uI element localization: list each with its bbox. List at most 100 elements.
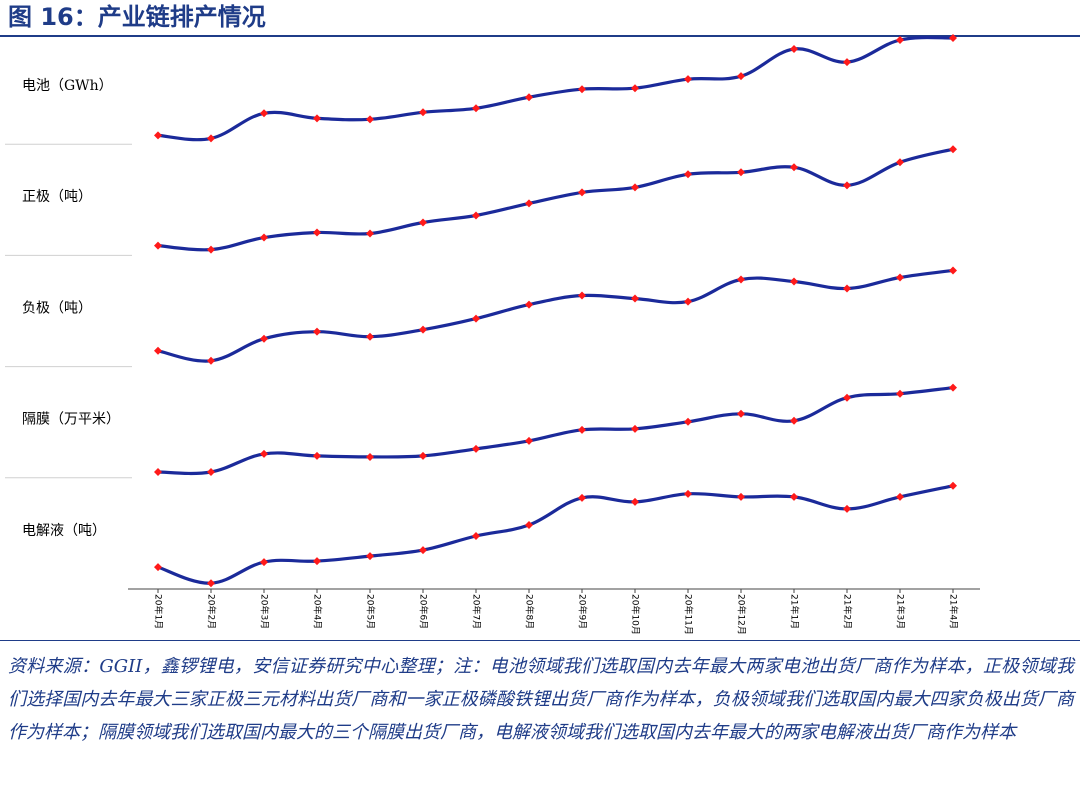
data-point bbox=[366, 229, 374, 238]
data-point bbox=[472, 532, 480, 541]
series-label: 负极（吨） bbox=[22, 300, 92, 316]
data-point bbox=[313, 327, 321, 336]
data-point bbox=[949, 383, 957, 392]
data-point bbox=[366, 115, 374, 124]
data-point bbox=[260, 109, 268, 118]
data-point bbox=[366, 332, 374, 341]
data-point bbox=[737, 72, 745, 81]
data-point bbox=[684, 170, 692, 179]
data-point bbox=[154, 468, 162, 476]
data-point bbox=[260, 558, 268, 567]
data-point bbox=[843, 504, 851, 513]
x-tick-label: 20年6月 bbox=[418, 594, 430, 629]
x-tick-label: 20年2月 bbox=[206, 594, 218, 629]
data-point bbox=[525, 520, 533, 529]
x-tick-label: 20年3月 bbox=[259, 594, 271, 629]
data-point bbox=[472, 104, 480, 113]
data-point bbox=[631, 497, 639, 506]
title-rule bbox=[0, 35, 1080, 37]
series-label: 电池（GWh） bbox=[22, 78, 113, 94]
data-point bbox=[949, 266, 957, 275]
data-point bbox=[260, 233, 268, 242]
x-tick-label: 21年4月 bbox=[948, 594, 960, 629]
data-point bbox=[843, 393, 851, 402]
data-point bbox=[578, 493, 586, 502]
data-point bbox=[366, 452, 374, 461]
data-point bbox=[578, 425, 586, 434]
data-point bbox=[207, 356, 215, 365]
x-tick-label: 20年11月 bbox=[683, 594, 695, 635]
footer-rule bbox=[0, 640, 1080, 641]
data-point bbox=[419, 451, 427, 460]
data-point bbox=[419, 108, 427, 117]
data-point bbox=[207, 245, 215, 254]
series-panel: 电池（GWh） bbox=[22, 34, 957, 143]
chart-panels: 电池（GWh） 正极（吨） 负极（吨） 隔膜（万平米） 电解液（吨） bbox=[22, 34, 957, 588]
data-point bbox=[207, 579, 215, 588]
data-point bbox=[684, 297, 692, 306]
data-point bbox=[949, 481, 957, 490]
data-point bbox=[790, 277, 798, 286]
series-label: 电解液（吨） bbox=[22, 523, 106, 539]
series-line bbox=[156, 35, 955, 142]
data-point bbox=[525, 93, 533, 102]
data-point bbox=[207, 134, 215, 143]
data-point bbox=[684, 417, 692, 426]
panel-separators bbox=[5, 143, 132, 479]
x-tick-label: 21年1月 bbox=[789, 594, 801, 629]
x-tick-label: 20年7月 bbox=[471, 594, 483, 629]
data-point bbox=[419, 325, 427, 334]
data-point bbox=[260, 449, 268, 458]
data-point bbox=[737, 492, 745, 501]
series-panel: 正极（吨） bbox=[22, 145, 957, 254]
data-point bbox=[419, 546, 427, 555]
data-point bbox=[896, 492, 904, 501]
x-tick-label: 21年2月 bbox=[842, 594, 854, 629]
data-point bbox=[472, 211, 480, 220]
data-point bbox=[525, 300, 533, 309]
data-point bbox=[154, 241, 162, 250]
x-tick-label: 20年5月 bbox=[365, 594, 377, 629]
data-point bbox=[525, 199, 533, 208]
x-tick-label: 20年4月 bbox=[312, 594, 324, 629]
page-title: 图 16：产业链排产情况 bbox=[8, 3, 266, 31]
data-point bbox=[578, 291, 586, 300]
x-tick-label: 20年8月 bbox=[524, 594, 536, 629]
data-point bbox=[260, 334, 268, 343]
series-line bbox=[156, 484, 955, 585]
data-point bbox=[896, 158, 904, 167]
line-chart: 电池（GWh） 正极（吨） 负极（吨） 隔膜（万平米） 电解液（吨） 20年1月 20年2… bbox=[5, 34, 980, 635]
data-point bbox=[843, 181, 851, 190]
data-point bbox=[737, 275, 745, 284]
data-point bbox=[843, 58, 851, 67]
data-point bbox=[366, 552, 374, 561]
data-point bbox=[207, 468, 215, 476]
data-point bbox=[631, 424, 639, 433]
data-point bbox=[419, 218, 427, 227]
series-label: 隔膜（万平米） bbox=[22, 412, 120, 428]
data-point bbox=[313, 557, 321, 566]
x-tick-label: 20年9月 bbox=[577, 594, 589, 629]
data-point bbox=[790, 163, 798, 172]
data-point bbox=[154, 131, 162, 140]
data-point bbox=[472, 314, 480, 323]
series-label: 正极（吨） bbox=[22, 189, 92, 205]
data-point bbox=[896, 389, 904, 398]
data-point bbox=[684, 75, 692, 84]
data-point bbox=[154, 563, 162, 572]
data-point bbox=[949, 145, 957, 154]
series-panel: 隔膜（万平米） bbox=[22, 383, 957, 476]
data-point bbox=[631, 183, 639, 192]
series-line bbox=[156, 386, 955, 476]
data-point bbox=[313, 451, 321, 460]
x-tick-label: 20年10月 bbox=[630, 594, 642, 635]
data-point bbox=[525, 436, 533, 445]
data-point bbox=[737, 409, 745, 418]
data-point bbox=[790, 492, 798, 501]
data-point bbox=[313, 228, 321, 237]
data-point bbox=[949, 34, 957, 42]
data-point bbox=[896, 273, 904, 282]
data-point bbox=[684, 489, 692, 498]
data-point bbox=[790, 45, 798, 54]
series-line bbox=[156, 147, 955, 252]
